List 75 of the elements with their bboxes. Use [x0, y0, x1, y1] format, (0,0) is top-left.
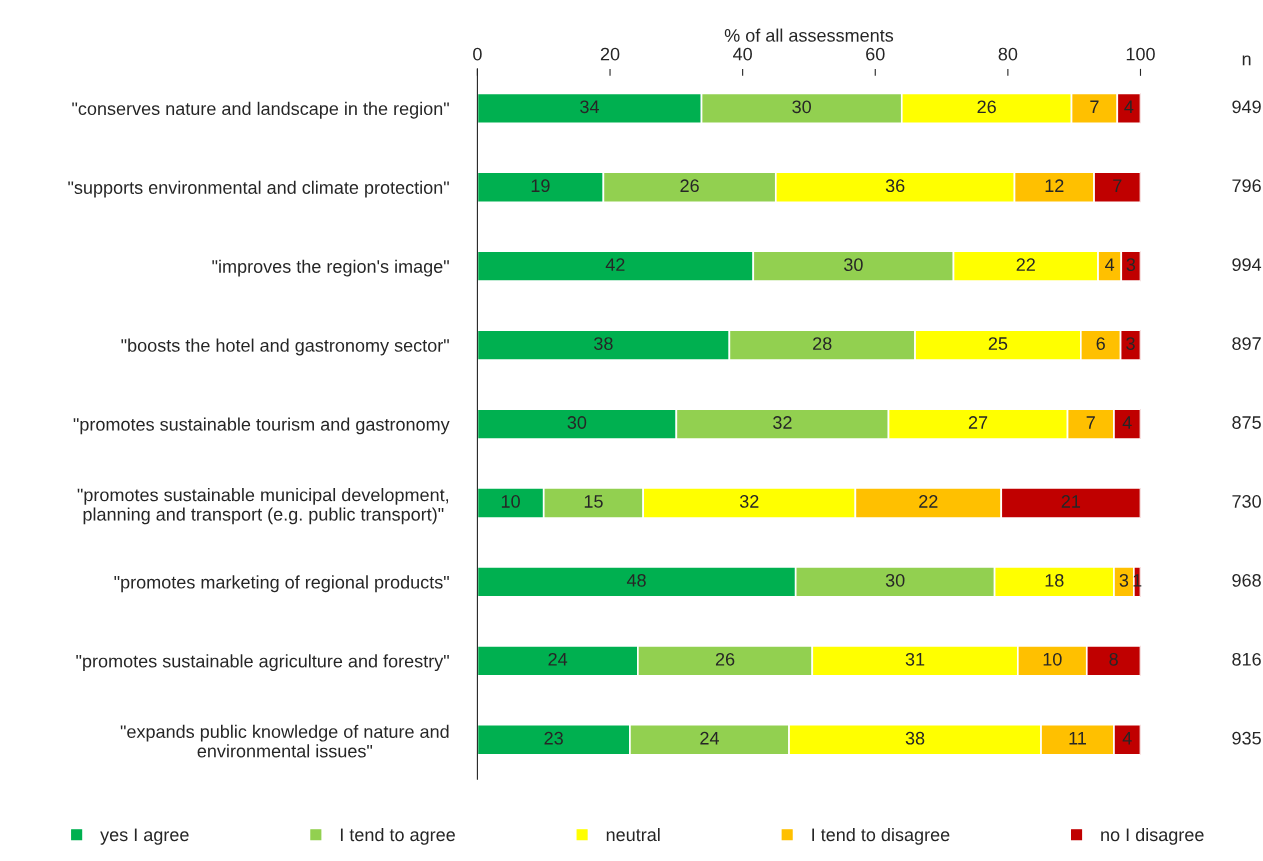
text: 968 [1232, 573, 1261, 587]
data-label: 25 [988, 337, 1008, 350]
y-tick-label: "promotes marketing of regional products" [114, 575, 449, 593]
data-label: 4 [1122, 731, 1132, 745]
data-label: 7 [1090, 100, 1099, 114]
data-label: 4 [1124, 100, 1134, 114]
data-label: 26 [977, 100, 996, 114]
data-label: 48 [626, 573, 646, 587]
data-label: 32 [773, 416, 792, 429]
x-tick-label: 100 [1126, 47, 1155, 61]
data-label: 26 [715, 652, 735, 666]
x-tick-label: 40 [733, 47, 752, 61]
legend-label: neutral [606, 827, 660, 842]
x-tick-label: 0 [473, 47, 482, 61]
data-label: 27 [968, 416, 988, 429]
legend-label: yes I agree [100, 828, 189, 845]
data-label: 6 [1096, 337, 1105, 350]
data-label: 3 [1126, 337, 1135, 350]
data-label: 38 [594, 337, 613, 350]
y-tick-label: "boosts the hotel and gastronomy sector" [121, 338, 449, 356]
x-axis-title: % of all assessments [724, 28, 894, 42]
text: 897 [1232, 337, 1261, 350]
data-label: 30 [792, 100, 811, 114]
text: 816 [1232, 652, 1261, 666]
data-label: 11 [1069, 731, 1086, 745]
text: 796 [1232, 179, 1261, 193]
data-label: 31 [905, 652, 925, 666]
data-label: 28 [813, 337, 832, 350]
y-tick-label: "expands public knowledge of nature and environmental issues" [120, 724, 449, 758]
data-label: 26 [680, 179, 699, 193]
text: 949 [1232, 100, 1261, 114]
data-label: 34 [580, 100, 599, 114]
y-tick-label: "improves the region's image" [212, 259, 449, 277]
text: 875 [1232, 416, 1261, 429]
text: n [1242, 55, 1251, 66]
data-label: 23 [544, 731, 563, 745]
data-label: 30 [885, 573, 905, 587]
data-label: 3 [1119, 573, 1129, 587]
data-label: 22 [1016, 258, 1035, 271]
data-label: 21 [1061, 495, 1081, 508]
text: 730 [1232, 495, 1261, 508]
data-label: 3 [1126, 258, 1136, 272]
text: 935 [1232, 731, 1261, 745]
data-label: 19 [531, 179, 550, 193]
x-tick-label: 60 [866, 47, 885, 61]
data-label: 10 [501, 495, 520, 508]
y-tick-label: "conserves nature and landscape in the region" [72, 101, 449, 119]
y-tick-label: "promotes sustainable tourism and gastronomy [73, 417, 450, 435]
x-tick-label: 20 [600, 47, 620, 61]
data-label: 32 [739, 495, 759, 508]
data-label: 38 [905, 731, 925, 745]
data-label: 24 [548, 652, 568, 666]
text: 994 [1232, 258, 1262, 272]
data-label: 30 [844, 258, 863, 272]
data-label: 42 [605, 258, 625, 271]
data-label: 10 [1043, 652, 1062, 666]
data-label: 36 [885, 179, 905, 193]
y-tick-label: "promotes sustainable municipal development, planning and transport (e.g. public transport)" [77, 488, 449, 525]
data-label: 7 [1086, 416, 1095, 429]
data-label: 4 [1122, 416, 1132, 429]
data-label: 4 [1105, 258, 1115, 271]
data-label: 8 [1109, 652, 1118, 666]
data-label: 18 [1045, 573, 1064, 587]
legend-label: I tend to agree [340, 827, 455, 845]
legend-label: no I disagree [1101, 827, 1204, 845]
data-label: 15 [584, 495, 603, 508]
y-tick-label: "supports environmental and climate protection" [68, 180, 449, 198]
data-label: 22 [919, 495, 938, 508]
data-label: 7 [1113, 179, 1122, 192]
data-label: 30 [567, 416, 587, 429]
data-label: 12 [1045, 179, 1064, 192]
legend-label: I tend to disagree [812, 827, 950, 845]
data-label: 24 [700, 731, 719, 745]
x-tick-label: 80 [998, 47, 1018, 61]
y-tick-label: "promotes sustainable agriculture and forestry" [76, 654, 449, 672]
